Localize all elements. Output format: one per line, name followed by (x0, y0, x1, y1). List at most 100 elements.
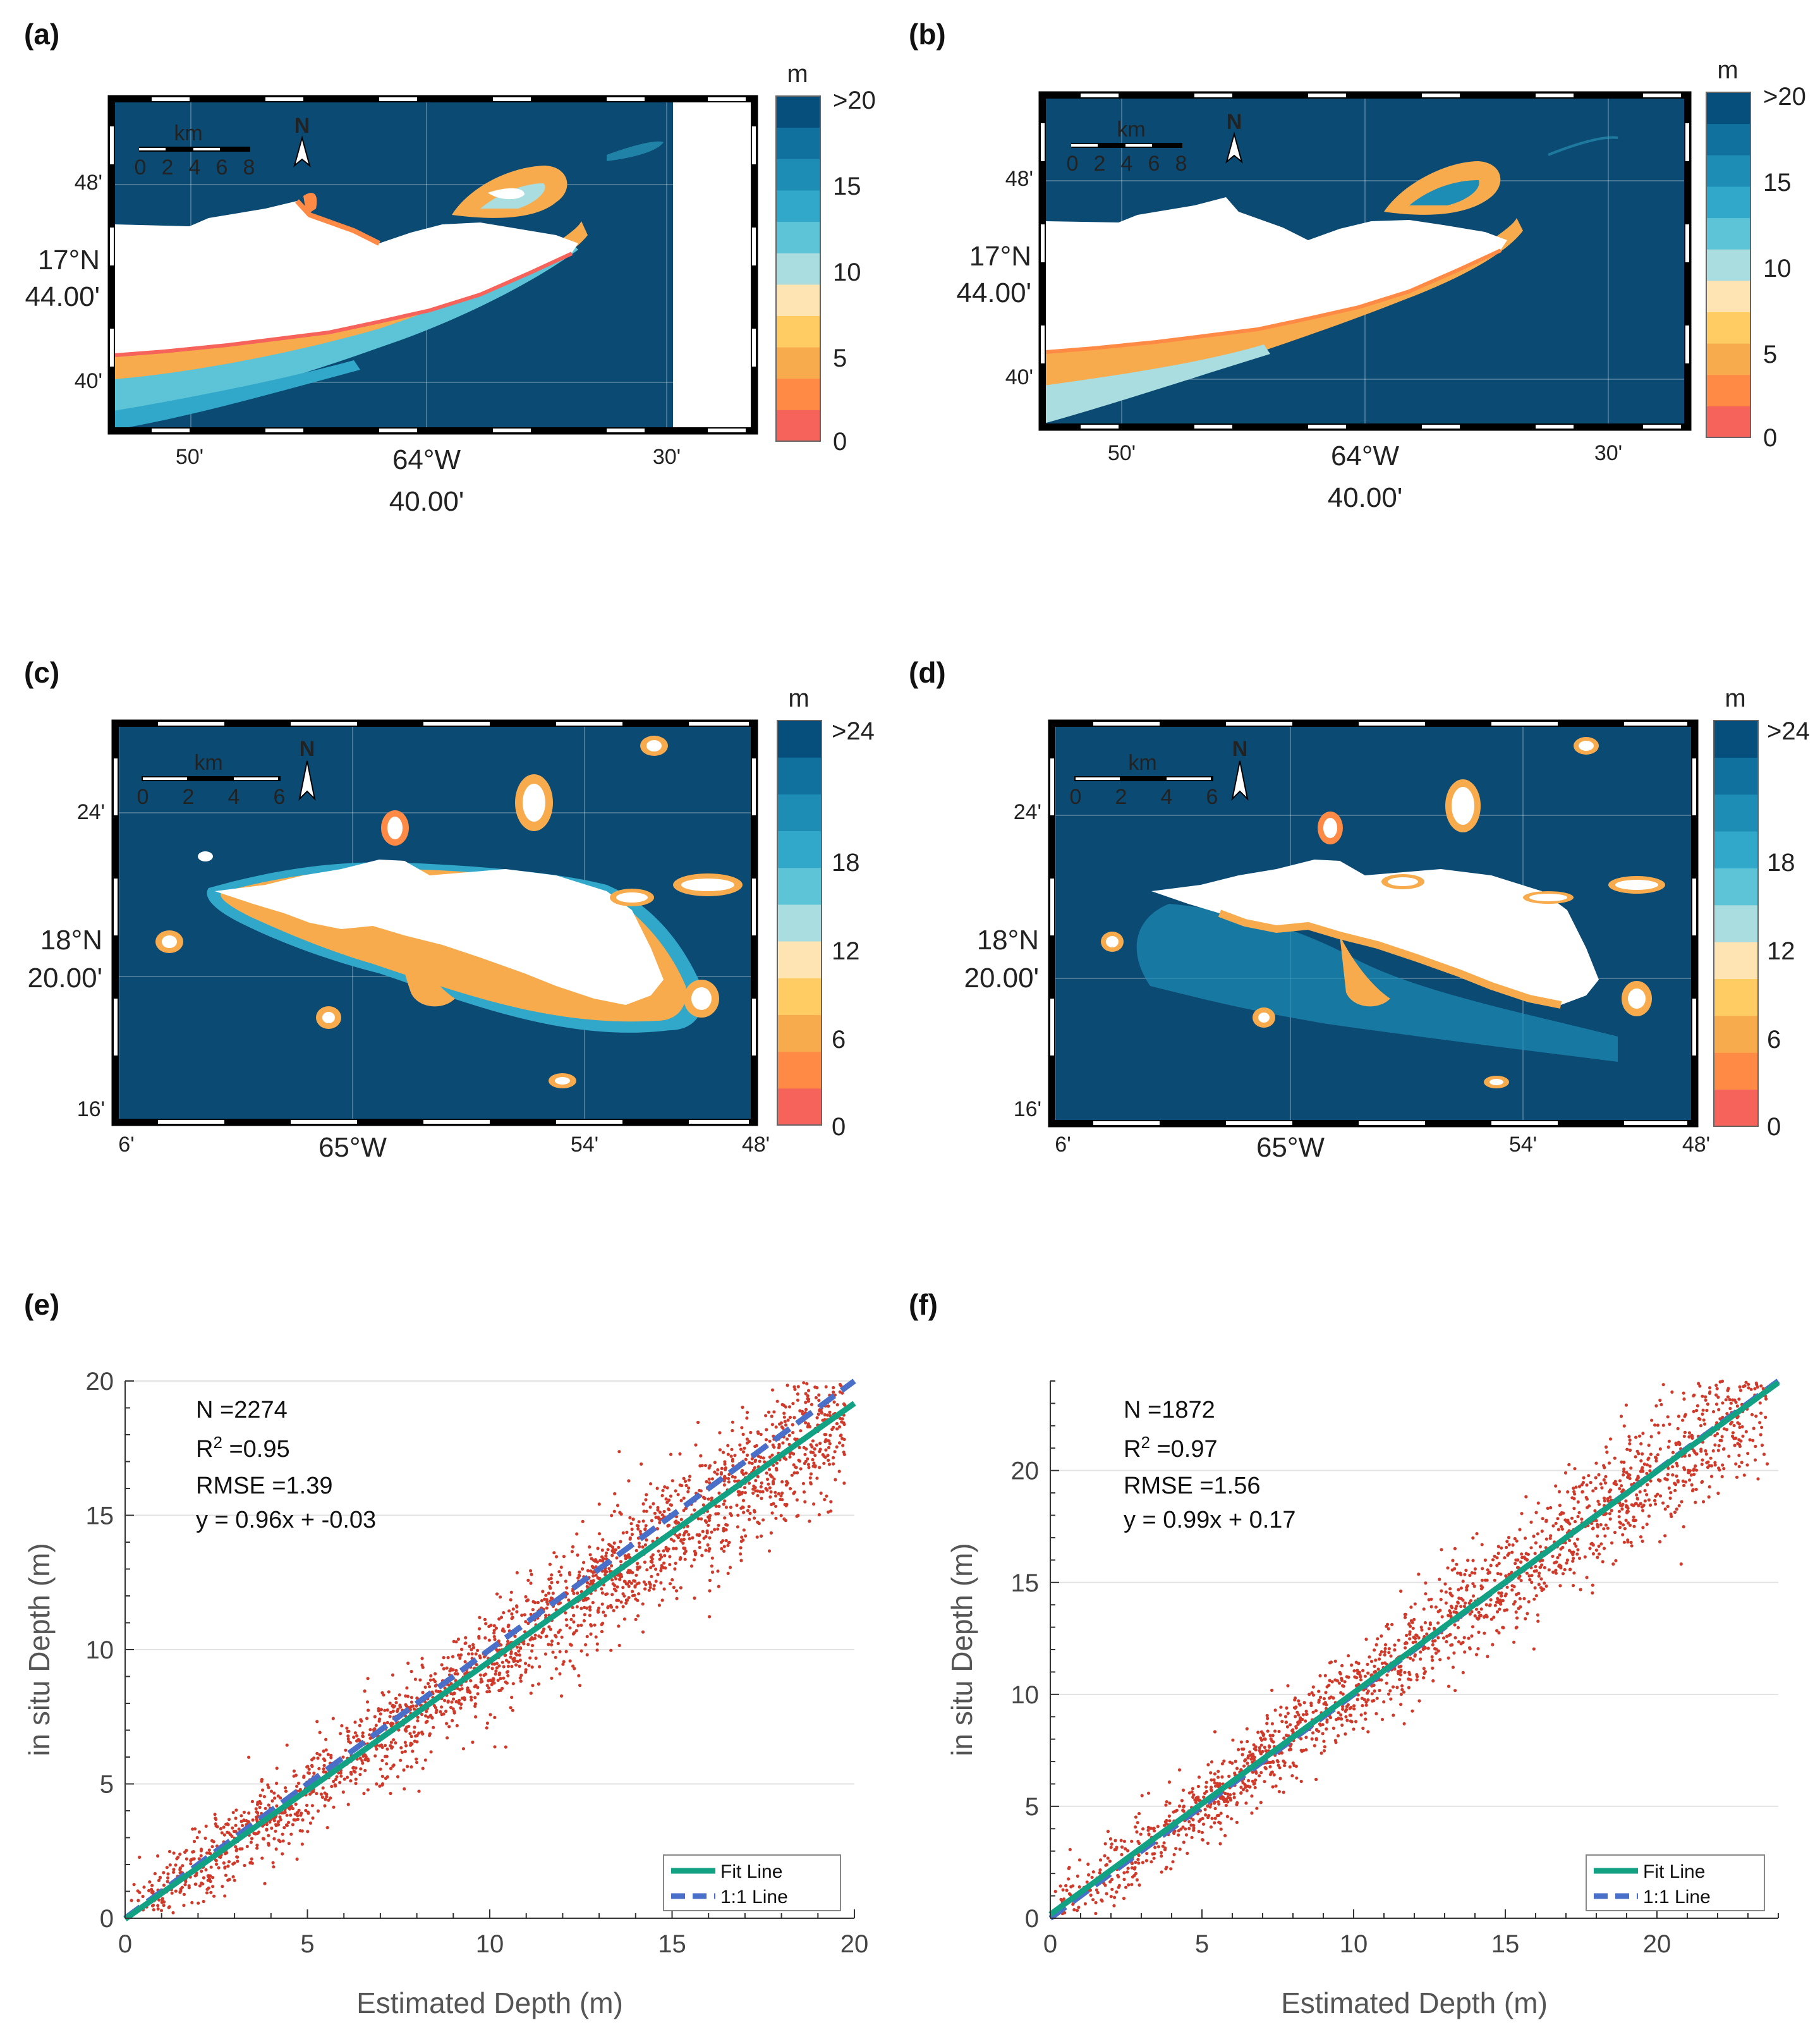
data-point (1683, 1414, 1687, 1418)
data-point (1673, 1511, 1677, 1514)
data-point (511, 1682, 515, 1686)
data-point (1288, 1765, 1292, 1769)
data-point (1638, 1490, 1642, 1493)
data-point (636, 1567, 640, 1571)
data-point (361, 1731, 365, 1735)
data-point (204, 1824, 208, 1828)
data-point (1181, 1788, 1186, 1792)
data-point (1405, 1633, 1409, 1638)
data-point (227, 1860, 231, 1864)
data-point (182, 1892, 186, 1896)
data-point (679, 1518, 683, 1521)
data-point (1182, 1805, 1186, 1809)
colorbar-segment (1714, 868, 1758, 906)
data-point (473, 1702, 478, 1706)
data-point (564, 1618, 568, 1622)
data-point (657, 1603, 661, 1607)
data-point (1077, 1885, 1081, 1889)
data-point (1622, 1473, 1625, 1477)
data-point (1333, 1659, 1337, 1663)
data-point (1248, 1785, 1252, 1789)
data-point (1577, 1511, 1581, 1514)
data-point (1690, 1483, 1694, 1487)
data-point (730, 1447, 734, 1451)
data-point (1378, 1653, 1382, 1657)
data-point (396, 1775, 400, 1779)
data-point (1440, 1548, 1443, 1552)
data-point (550, 1676, 554, 1680)
data-point (1700, 1463, 1704, 1466)
data-point (1627, 1435, 1631, 1439)
data-point (1184, 1833, 1188, 1837)
data-point (1167, 1814, 1171, 1818)
one-to-one-line (123, 1378, 856, 1921)
data-point (322, 1770, 325, 1773)
data-point (534, 1656, 538, 1660)
data-point (1380, 1717, 1385, 1722)
data-point (166, 1876, 170, 1880)
reef-deep (114, 360, 360, 430)
data-point (365, 1700, 370, 1704)
data-point (1510, 1550, 1514, 1554)
data-point (594, 1573, 598, 1577)
data-point (330, 1784, 334, 1789)
data-point (1675, 1464, 1679, 1468)
data-point (222, 1833, 226, 1837)
data-point (1513, 1536, 1517, 1541)
data-point (1447, 1633, 1451, 1637)
data-point (1106, 1856, 1110, 1860)
legend: Fit Line 1:1 Line (1586, 1854, 1765, 1911)
data-point (1515, 1616, 1519, 1620)
data-point (347, 1739, 351, 1743)
data-point (1251, 1779, 1254, 1783)
data-point (1721, 1447, 1726, 1451)
data-point (1628, 1523, 1632, 1527)
data-point (1567, 1548, 1572, 1552)
data-point (1419, 1657, 1423, 1661)
data-point (1514, 1558, 1518, 1562)
data-point (588, 1545, 592, 1549)
data-point (1451, 1559, 1455, 1562)
data-point (808, 1476, 812, 1480)
data-point (1152, 1827, 1156, 1830)
data-point (1373, 1689, 1376, 1693)
data-point (1580, 1483, 1584, 1487)
data-point (360, 1759, 364, 1763)
data-point (1366, 1730, 1370, 1734)
data-point (796, 1385, 800, 1389)
data-point (1186, 1851, 1189, 1855)
data-point (1734, 1436, 1738, 1440)
data-point (1733, 1444, 1737, 1447)
data-point (1576, 1548, 1580, 1552)
data-point (439, 1710, 442, 1713)
data-point (723, 1460, 727, 1464)
data-point (1692, 1449, 1696, 1453)
data-point (710, 1477, 714, 1481)
data-point (701, 1503, 705, 1507)
data-point (1749, 1387, 1753, 1391)
data-point (468, 1645, 471, 1648)
data-point (1270, 1722, 1274, 1725)
data-point (1501, 1598, 1505, 1603)
data-point (1471, 1594, 1476, 1598)
data-point (605, 1570, 609, 1574)
data-point (1720, 1475, 1724, 1478)
data-point (826, 1413, 830, 1417)
data-point (1169, 1867, 1173, 1871)
data-point (276, 1794, 280, 1798)
data-point (1409, 1657, 1412, 1660)
colorbar-segment (1714, 757, 1758, 795)
data-point (1621, 1502, 1625, 1506)
data-point (1603, 1481, 1608, 1485)
data-point (550, 1639, 554, 1643)
data-point (1746, 1452, 1750, 1456)
data-point (1751, 1439, 1755, 1442)
data-point (1591, 1552, 1595, 1556)
data-point (1517, 1576, 1520, 1580)
data-point (626, 1582, 629, 1586)
data-point (770, 1453, 774, 1457)
data-point (1380, 1634, 1383, 1638)
data-point (1698, 1417, 1702, 1421)
data-point (1495, 1610, 1500, 1614)
data-point (822, 1461, 826, 1465)
